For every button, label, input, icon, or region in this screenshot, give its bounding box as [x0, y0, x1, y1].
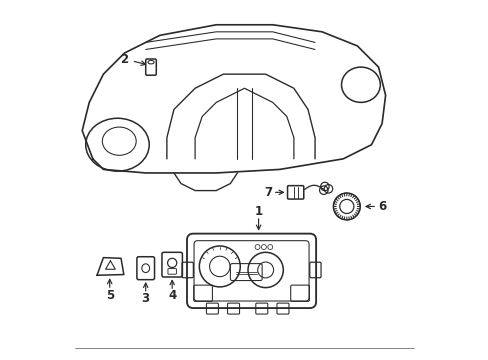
- Text: 7: 7: [264, 186, 272, 199]
- Text: 2: 2: [120, 53, 128, 66]
- Text: 6: 6: [377, 200, 386, 213]
- Text: 4: 4: [168, 289, 176, 302]
- Text: 3: 3: [142, 292, 149, 305]
- Text: 1: 1: [254, 204, 262, 217]
- Text: 5: 5: [105, 288, 114, 302]
